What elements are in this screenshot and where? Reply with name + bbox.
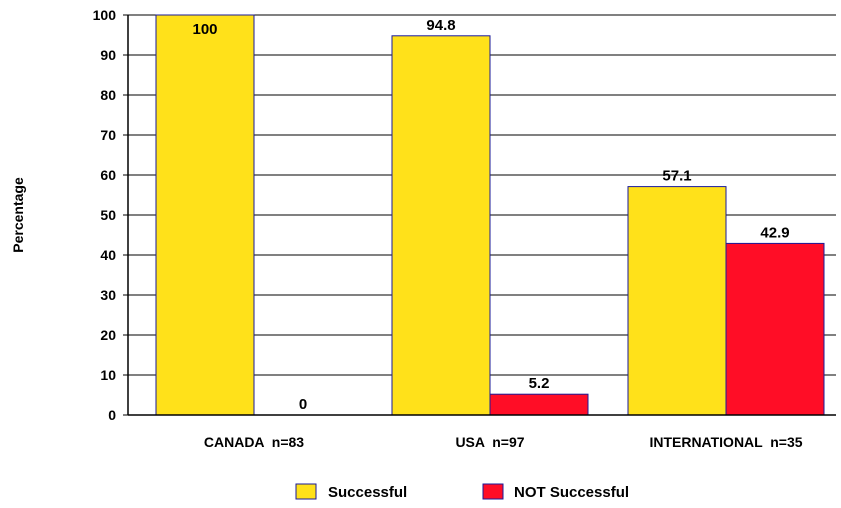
data-label: 5.2 — [529, 375, 550, 392]
data-label: 42.9 — [760, 224, 789, 241]
y-tick-label: 40 — [100, 247, 116, 263]
data-label: 94.8 — [426, 17, 455, 34]
y-tick-label: 50 — [100, 207, 116, 223]
y-tick-label: 20 — [100, 327, 116, 343]
y-tick-label: 70 — [100, 127, 116, 143]
y-tick-label: 30 — [100, 287, 116, 303]
data-label: 57.1 — [662, 168, 691, 185]
y-tick-label: 100 — [93, 7, 117, 23]
legend-label: NOT Successful — [514, 484, 629, 501]
legend-label: Successful — [328, 484, 407, 501]
legend-swatch — [295, 483, 317, 500]
bar — [391, 35, 491, 416]
y-tick-label: 60 — [100, 167, 116, 183]
x-category-labels: CANADA n=83 USA n=97 INTERNATIONAL n=35 — [204, 434, 803, 450]
bar — [627, 186, 727, 416]
bar — [489, 393, 589, 416]
data-label: 0 — [299, 396, 307, 413]
x-category-label: CANADA n=83 — [204, 434, 304, 450]
y-tick-labels: 0 10 20 30 40 50 60 70 80 90 100 — [93, 7, 117, 423]
y-tick-label: 80 — [100, 87, 116, 103]
data-labels: 100 0 94.8 5.2 57.1 42.9 — [192, 17, 789, 413]
bar — [155, 14, 255, 416]
legend: Successful NOT Successful — [295, 483, 629, 501]
y-tick-label: 90 — [100, 47, 116, 63]
data-label: 100 — [192, 21, 217, 38]
y-tick-label: 0 — [108, 407, 116, 423]
x-category-label: USA n=97 — [455, 434, 524, 450]
x-category-label: INTERNATIONAL n=35 — [649, 434, 802, 450]
legend-swatch — [482, 483, 504, 500]
y-tick-label: 10 — [100, 367, 116, 383]
axes — [123, 14, 836, 416]
bar — [725, 242, 825, 416]
y-axis-label: Percentage — [10, 177, 26, 253]
bars — [155, 14, 825, 416]
